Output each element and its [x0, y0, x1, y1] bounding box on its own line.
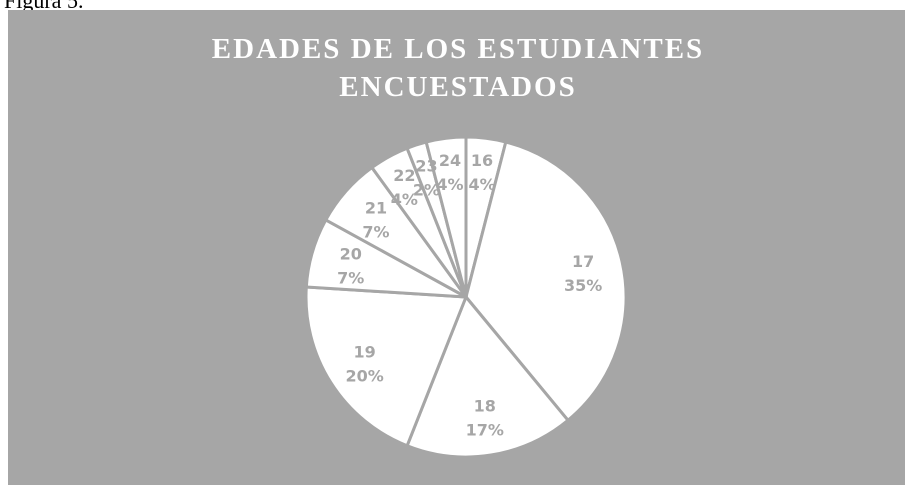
pie-slice	[424, 135, 468, 298]
data-label: 2%	[413, 180, 440, 199]
chart-title: ENCUESTADOS	[339, 71, 576, 103]
data-label: 22	[393, 166, 415, 185]
data-label: 20	[340, 245, 362, 264]
data-label: 20%	[346, 366, 384, 385]
pie-slice	[304, 285, 469, 448]
data-label: 19	[354, 342, 376, 361]
data-label: 4%	[468, 175, 495, 194]
pie-slice	[464, 140, 628, 423]
data-label: 7%	[337, 269, 364, 288]
data-label: 4%	[436, 175, 463, 194]
data-label: 4%	[391, 190, 418, 209]
data-label: 21	[365, 199, 387, 218]
data-label: 18	[474, 397, 496, 416]
chart-title: EDADES DE LOS ESTUDIANTES	[212, 33, 704, 65]
data-label: 7%	[362, 223, 389, 242]
data-label: 16	[471, 151, 493, 170]
data-label: 35%	[564, 276, 602, 295]
data-label: 24	[439, 151, 461, 170]
pie-slice	[405, 294, 571, 459]
data-label: 17%	[466, 421, 504, 440]
data-label: 23	[415, 156, 437, 175]
caption: Figura 5.	[4, 0, 83, 13]
data-label: 17	[572, 252, 594, 271]
